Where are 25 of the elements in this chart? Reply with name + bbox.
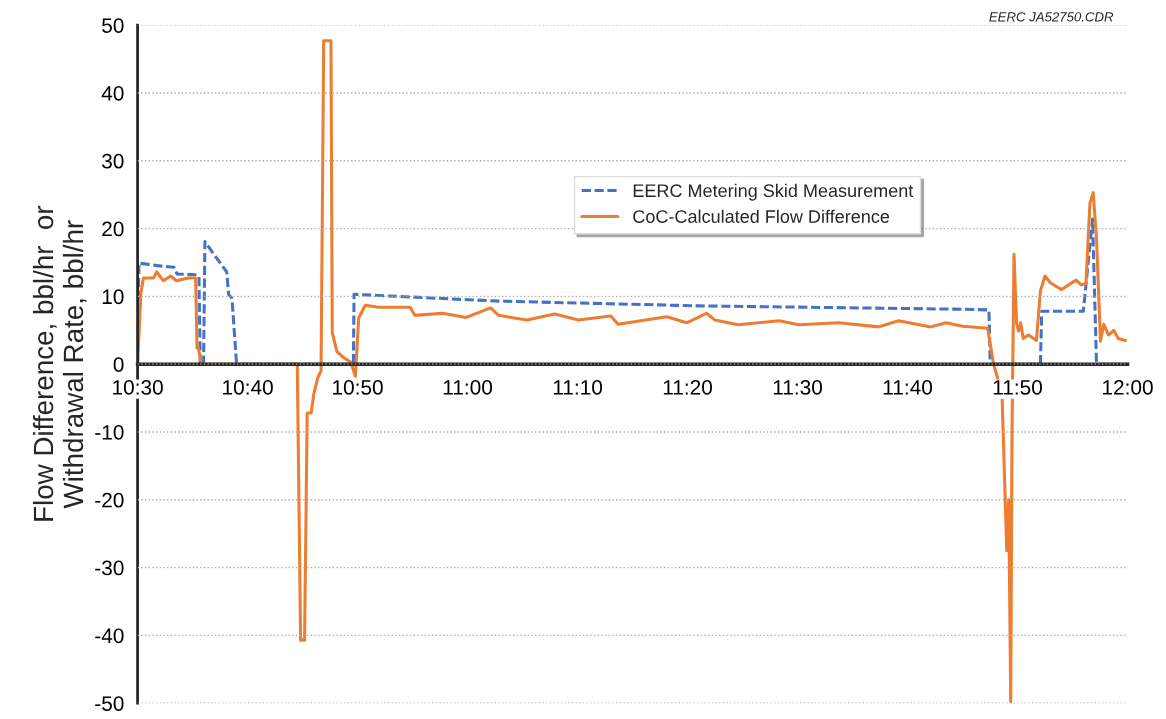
y-tick-label: 0 [113, 357, 124, 372]
x-tick-label: 11:40 [883, 380, 933, 395]
x-tick-label: 11:00 [443, 380, 493, 395]
x-tick-label: 11:10 [553, 380, 603, 395]
y-tick-label: -20 [95, 492, 124, 508]
x-tick-label: 12:00 [1103, 380, 1153, 395]
x-tick-label: 11:50 [993, 380, 1042, 395]
y-tick-label: -40 [95, 628, 124, 644]
x-tick-label: 11:20 [663, 380, 713, 395]
y-tick-label: -50 [95, 696, 124, 711]
legend-label: CoC-Calculated Flow Difference [633, 209, 890, 223]
y-tick-label: 30 [102, 153, 124, 169]
y-tick-label: 10 [102, 289, 124, 305]
y-axis-title: Flow Difference, bbl/hr or Withdrawal Rate, bbl/hr [32, 205, 87, 521]
y-tick-label: -10 [95, 424, 124, 440]
y-tick-label: 50 [102, 18, 124, 33]
y-tick-label: 20 [102, 221, 124, 237]
y-tick-label: 40 [101, 85, 124, 101]
x-tick-label: 10:30 [113, 380, 163, 395]
y-tick-label: -30 [95, 560, 124, 576]
legend-label: EERC Metering Skid Measurement [633, 183, 914, 201]
x-tick-label: 10:50 [333, 380, 383, 395]
x-tick-label: 11:30 [773, 380, 823, 395]
text: EERC JA52750.CDR [989, 12, 1114, 22]
x-tick-label: 10:40 [223, 380, 273, 395]
